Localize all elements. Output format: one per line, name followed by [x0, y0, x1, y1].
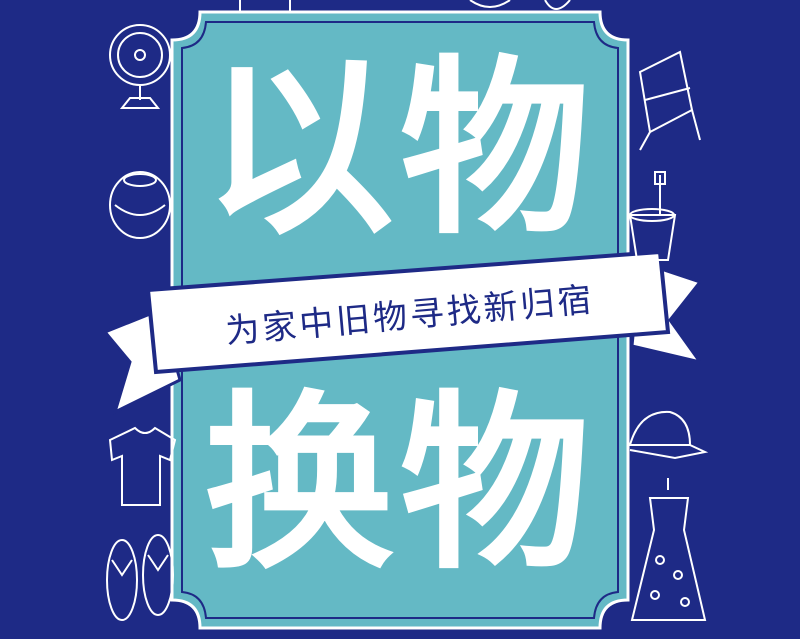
cap-icon: [628, 410, 709, 460]
top-sketch-icon: [239, 0, 571, 13]
shirt-icon: [108, 426, 177, 506]
ribbon-band: [145, 249, 671, 375]
dress-icon: [630, 478, 707, 621]
chair-icon: [638, 50, 701, 151]
fan-icon: [109, 24, 171, 109]
flipflops-icon: [106, 534, 174, 621]
title-bottom: 换物: [203, 374, 596, 595]
pot-icon: [109, 171, 171, 239]
title-top: 以物: [203, 39, 596, 260]
bucket-spade-icon: [628, 171, 677, 261]
